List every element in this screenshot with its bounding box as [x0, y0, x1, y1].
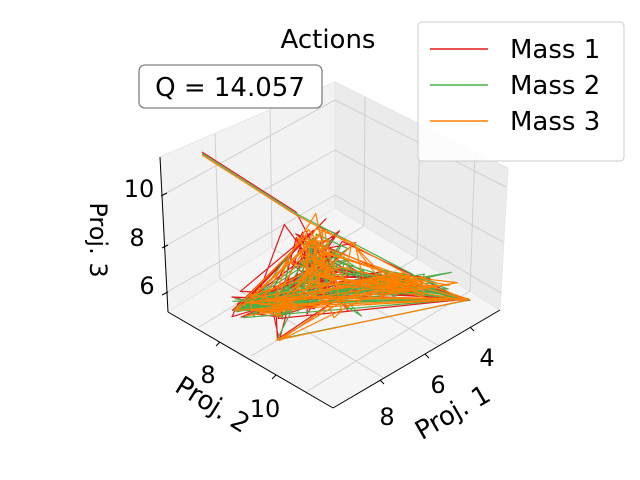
- z-tick-label: 10: [124, 175, 155, 203]
- axes-panes: [159, 81, 509, 409]
- legend-label: Mass 3: [510, 107, 600, 137]
- legend-frame: [417, 21, 625, 162]
- z-tick: [161, 244, 169, 249]
- x-axis-label: Proj. 1: [410, 380, 496, 447]
- y-tick-label: 8: [200, 361, 215, 389]
- z-tick: [160, 192, 168, 197]
- chart-title: Actions: [281, 25, 376, 55]
- y-tick: [271, 374, 277, 380]
- x-tick-label: 6: [430, 371, 445, 399]
- z-tick-label: 8: [129, 224, 144, 252]
- q-annotation-box: [138, 64, 323, 109]
- q-annotation: Q = 14.057: [138, 64, 323, 109]
- legend-label: Mass 2: [510, 71, 600, 101]
- legend-label: Mass 1: [510, 35, 600, 65]
- x-tick: [424, 353, 430, 359]
- x-tick: [379, 379, 385, 385]
- x-tick-label: 8: [379, 403, 394, 431]
- plot-area: [201, 151, 471, 342]
- z-tick-label: 6: [139, 272, 154, 300]
- y-tick: [215, 341, 221, 347]
- z-axis-label: Proj. 3: [84, 202, 112, 277]
- z-axis: 6 8 10 Proj. 3: [84, 156, 169, 313]
- legend: Mass 1 Mass 2 Mass 3: [417, 21, 625, 162]
- z-tick: [161, 291, 169, 296]
- series-line-mass-3: [201, 154, 471, 342]
- x-tick: [469, 326, 475, 332]
- x-tick-label: 4: [479, 344, 494, 372]
- y-tick-label: 10: [250, 395, 281, 423]
- q-annotation-text: Q = 14.057: [155, 73, 305, 103]
